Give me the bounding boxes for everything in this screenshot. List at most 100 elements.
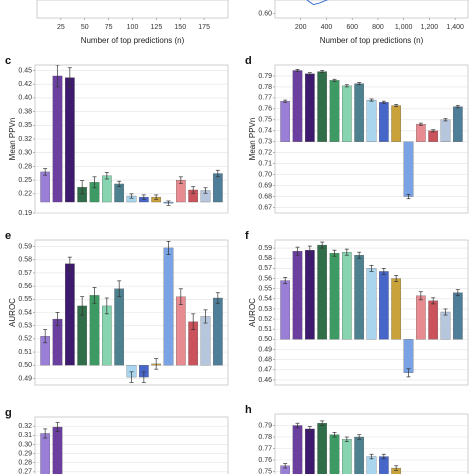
y-tick-label: 0.31 xyxy=(18,432,32,439)
bar xyxy=(391,278,402,340)
y-tick-label: 0.50 xyxy=(258,336,272,343)
bar xyxy=(391,105,402,142)
y-tick-label: 0.40 xyxy=(18,95,32,102)
bar xyxy=(101,305,112,366)
y-tick-label: 0.70 xyxy=(258,171,272,178)
bar xyxy=(317,244,328,340)
y-tick-label: 0.75 xyxy=(258,468,272,474)
y-tick-label: 0.58 xyxy=(18,257,32,264)
bar xyxy=(280,280,291,340)
x-tick-label: 1,000 xyxy=(395,24,413,31)
y-tick-label: 0.72 xyxy=(258,150,272,157)
y-tick-label: 0.78 xyxy=(258,84,272,91)
y-tick-label: 0.56 xyxy=(258,275,272,282)
bar xyxy=(354,83,365,142)
y-tick-label: 0.54 xyxy=(18,309,32,316)
y-axis-label: Mean PPVn xyxy=(248,118,257,161)
y-tick-label: 0.32 xyxy=(18,136,32,143)
y-tick-label: 0.57 xyxy=(18,270,32,277)
panel-label: f xyxy=(245,230,249,242)
y-tick-label: 0.71 xyxy=(258,161,272,168)
y-tick-label: 0.30 xyxy=(18,150,32,157)
y-tick-label: 0.48 xyxy=(258,356,272,363)
bar xyxy=(292,70,303,142)
y-tick-label: 0.49 xyxy=(18,375,32,382)
bar xyxy=(89,295,100,366)
y-tick-label: 0.29 xyxy=(18,450,32,457)
x-tick-label: 25 xyxy=(57,24,65,31)
y-tick-label: 0.75 xyxy=(258,117,272,124)
y-tick-label: 0.77 xyxy=(258,445,272,452)
y-tick-label: 0.76 xyxy=(258,457,272,464)
y-tick-label: 0.45 xyxy=(18,67,32,74)
plot-frame xyxy=(274,64,469,214)
x-tick-label: 50 xyxy=(81,24,89,31)
panel-label: d xyxy=(245,55,252,67)
bar xyxy=(378,271,389,340)
bar xyxy=(329,253,340,340)
y-tick-label: 0.38 xyxy=(18,108,32,115)
y-tick-label: 0.79 xyxy=(258,422,272,429)
y-tick-label: 0.52 xyxy=(18,336,32,343)
x-tick-label: 175 xyxy=(198,24,210,31)
bars xyxy=(40,65,223,206)
y-tick-label: 0.42 xyxy=(18,81,32,88)
plot-frame xyxy=(36,0,229,19)
bar xyxy=(40,171,51,203)
y-tick-label: 0.55 xyxy=(258,286,272,293)
bar xyxy=(452,106,463,142)
x-axis-label: Number of top predictions (n) xyxy=(81,36,185,45)
bar xyxy=(341,439,352,474)
y-tick-label: 0.52 xyxy=(258,316,272,323)
panel-label: e xyxy=(5,230,11,242)
bar xyxy=(415,124,426,142)
y-tick-label: 0.51 xyxy=(18,349,32,356)
y-tick-label: 0.59 xyxy=(18,243,32,250)
y-tick-label: 0.53 xyxy=(18,323,32,330)
plot-frame xyxy=(34,416,229,474)
panel-label: c xyxy=(5,55,11,67)
y-tick-label: 0.19 xyxy=(18,210,32,217)
bar xyxy=(40,433,51,474)
y-tick-label: 0.77 xyxy=(258,95,272,102)
bar xyxy=(440,311,451,340)
bar xyxy=(280,101,291,142)
bar xyxy=(292,251,303,340)
y-tick-label: 0.50 xyxy=(18,362,32,369)
bar xyxy=(341,85,352,142)
panel-label: g xyxy=(5,407,12,419)
bars xyxy=(40,422,63,474)
x-tick-label: 125 xyxy=(151,24,163,31)
x-tick-label: 150 xyxy=(174,24,186,31)
y-tick-label: 0.78 xyxy=(258,434,272,441)
y-tick-label: 0.54 xyxy=(258,296,272,303)
y-tick-label: 0.73 xyxy=(258,139,272,146)
line-series xyxy=(306,0,329,6)
x-tick-label: 800 xyxy=(372,24,384,31)
bar xyxy=(101,175,112,203)
x-tick-label: 75 xyxy=(105,24,113,31)
y-tick-label: 0.27 xyxy=(18,469,32,474)
bar xyxy=(341,252,352,340)
bar xyxy=(52,426,63,474)
x-tick-label: 600 xyxy=(346,24,358,31)
y-tick-label: 0.58 xyxy=(258,255,272,262)
bar xyxy=(366,268,377,340)
y-tick-label: 0.47 xyxy=(258,367,272,374)
bar xyxy=(329,434,340,474)
y-tick-label: 0.25 xyxy=(18,177,32,184)
bar xyxy=(304,73,315,142)
x-tick-label: 200 xyxy=(295,24,307,31)
y-tick-label: 0.55 xyxy=(18,296,32,303)
y-tick-label: 0.60 xyxy=(258,10,272,17)
bar xyxy=(366,99,377,142)
x-tick-label: 400 xyxy=(321,24,333,31)
x-tick-label: 1,200 xyxy=(421,24,439,31)
y-tick-label: 0.79 xyxy=(258,73,272,80)
y-tick-label: 0.35 xyxy=(18,122,32,129)
y-tick-label: 0.49 xyxy=(258,346,272,353)
x-tick-label: 1,400 xyxy=(446,24,464,31)
bar xyxy=(378,102,389,142)
y-tick-label: 0.51 xyxy=(258,326,272,333)
y-tick-label: 0.56 xyxy=(18,283,32,290)
